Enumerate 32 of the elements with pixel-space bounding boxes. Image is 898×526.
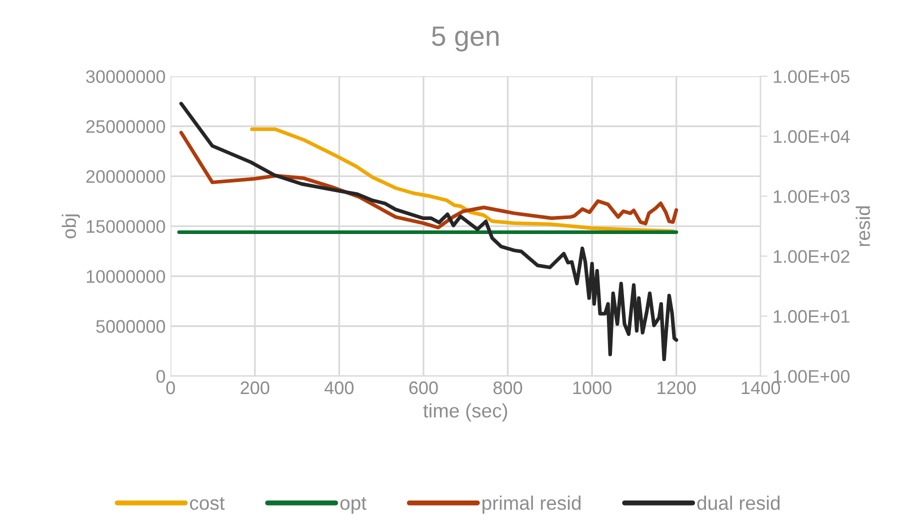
x-tick-label: 1000 bbox=[573, 381, 612, 394]
y-tick-label: 20000000 bbox=[86, 170, 166, 183]
line-series bbox=[179, 130, 678, 230]
legend-label: dual resid bbox=[697, 496, 780, 510]
y-tick-label: 30000000 bbox=[86, 70, 166, 83]
line-series bbox=[250, 127, 675, 233]
x-tick-label: 1400 bbox=[742, 381, 780, 394]
x-axis-title: time (sec) bbox=[423, 403, 508, 422]
line-series bbox=[179, 102, 678, 362]
x-tick-label: 200 bbox=[240, 381, 270, 394]
x-tick-label: 600 bbox=[409, 381, 438, 394]
y-tick-label: 5000000 bbox=[96, 320, 166, 333]
y-tick-label: 25000000 bbox=[86, 120, 166, 133]
y-tick-label: 0 bbox=[156, 370, 166, 383]
x-tick-label: 0 bbox=[166, 381, 175, 394]
y-tick-label: 15000000 bbox=[86, 220, 166, 233]
y2-tick-label: 1.00E+03 bbox=[774, 190, 850, 203]
x-tick-label: 400 bbox=[324, 381, 354, 394]
x-tick-label: 1200 bbox=[658, 381, 696, 394]
legend-label: opt bbox=[340, 497, 366, 514]
y2-tick-label: 1.00E+02 bbox=[774, 250, 850, 263]
y2-tick-label: 1.00E+01 bbox=[774, 310, 850, 323]
y2-tick-label: 1.00E+00 bbox=[774, 370, 850, 383]
y-tick-label: 10000000 bbox=[86, 270, 166, 283]
y-axis-title: obj bbox=[62, 214, 80, 238]
chart-title: 5 gen bbox=[432, 26, 499, 52]
y2-axis-title: resid bbox=[856, 206, 870, 246]
y2-tick-label: 1.00E+05 bbox=[774, 70, 850, 83]
y2-tick-label: 1.00E+04 bbox=[774, 130, 850, 143]
x-tick-label: 800 bbox=[493, 381, 522, 394]
legend-label: cost bbox=[190, 497, 225, 510]
legend-label: primal resid bbox=[482, 496, 581, 514]
